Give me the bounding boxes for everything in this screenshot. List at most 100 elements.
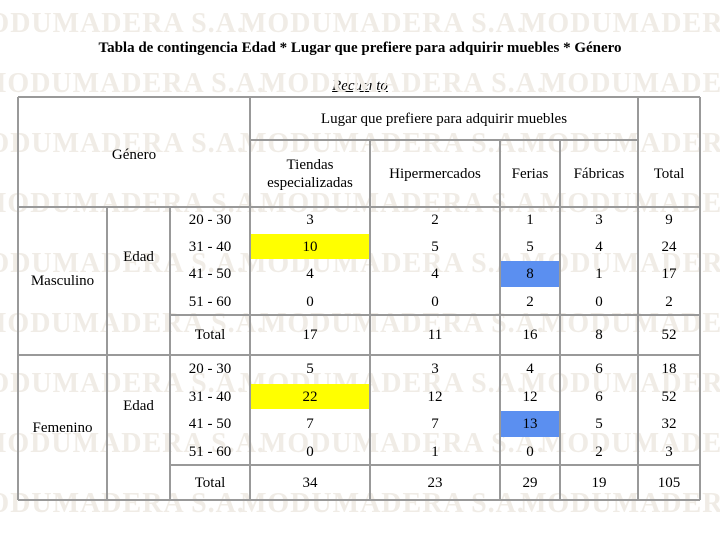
row-label: 41 - 50 (188, 266, 232, 282)
table-value: 5 (306, 361, 314, 377)
table-value: 3 (595, 212, 603, 228)
table-value: 2 (595, 443, 603, 460)
watermark: MODUMADERA S.A. (0, 368, 245, 399)
watermark: MODUMADERA S.A. (0, 128, 245, 159)
table-value: 8 (526, 266, 534, 282)
table-value: 4 (306, 266, 314, 282)
watermark: MODUMADERA S.A. (520, 488, 720, 519)
table-value: 6 (595, 388, 603, 405)
table-value: 3 (431, 361, 439, 377)
row-label: 20 - 30 (188, 212, 232, 228)
table-value: 0 (431, 293, 439, 310)
grid-line (170, 314, 700, 316)
table-value: 4 (595, 238, 603, 255)
cell-highlight (501, 411, 559, 437)
watermark: MODUMADERA S.A. (260, 188, 545, 219)
total-value: 19 (591, 474, 607, 491)
table-value: 7 (306, 416, 314, 432)
table-value: 13 (522, 416, 538, 432)
total-label: Total (194, 474, 226, 491)
watermark: MODUMADERA S.A. (0, 188, 265, 219)
column-header: Ferias (511, 165, 549, 182)
table-value: 6 (595, 361, 603, 377)
grid-line (249, 97, 251, 500)
table-value: 0 (306, 293, 314, 310)
grid-line (18, 354, 700, 356)
table-value: 9 (665, 212, 673, 228)
table-value: 7 (431, 416, 439, 432)
watermark: MODUMADERA S.A. (520, 8, 720, 39)
table-value: 12 (427, 388, 443, 405)
total-value: 52 (661, 327, 677, 343)
watermark: MODUMADERA S.A. (240, 8, 525, 39)
watermark: MODUMADERA S.A. (0, 68, 265, 99)
column-header: Hipermercados (389, 165, 481, 182)
row-label: 51 - 60 (188, 443, 232, 460)
row-label: 51 - 60 (188, 293, 232, 310)
table-value: 5 (526, 238, 534, 255)
row-label: 31 - 40 (188, 388, 232, 405)
table-value: 17 (661, 266, 677, 282)
watermark: MODUMADERA S.A. (540, 68, 720, 99)
total-value: 11 (427, 327, 443, 343)
title: Tabla de contingencia Edad * Lugar que p… (98, 40, 622, 56)
table-value: 4 (526, 361, 534, 377)
row-label: 31 - 40 (188, 238, 232, 255)
variable-label: Edad (123, 249, 154, 265)
row-label: 41 - 50 (188, 416, 232, 432)
table-value: 0 (526, 443, 534, 460)
table-value: 3 (306, 212, 314, 228)
column-header: Fábricas (573, 165, 625, 182)
grid-line (559, 140, 561, 500)
group-header: Lugar que prefiere para adquirir muebles (320, 110, 568, 127)
total-value: 34 (302, 474, 318, 491)
variable-label: Edad (123, 398, 154, 414)
table-value: 1 (431, 443, 439, 460)
table-value: 2 (665, 293, 673, 310)
grid-line (699, 97, 701, 500)
total-value: 8 (595, 327, 603, 343)
table-value: 0 (595, 293, 603, 310)
watermark: MODUMADERA S.A. (540, 188, 720, 219)
table-value: 2 (431, 212, 439, 228)
table-value: 1 (526, 212, 534, 228)
watermark: MODUMADERA S.A. (240, 488, 525, 519)
table-value: 22 (302, 388, 318, 405)
cell-highlight (501, 261, 559, 287)
corner-header: Género (111, 147, 157, 163)
subtitle: Recuento (332, 78, 388, 94)
cell-highlight (251, 234, 369, 259)
table-value: 10 (302, 238, 318, 255)
table-value: 2 (526, 293, 534, 310)
watermark: MODUMADERA S.A. (0, 248, 245, 279)
watermark: MODUMADERA S.A. (260, 68, 545, 99)
grid-line (369, 140, 371, 500)
watermark: MODUMADERA S.A. (520, 128, 720, 159)
total-label: Total (194, 327, 226, 343)
table-value: 24 (661, 238, 677, 255)
grid-line (169, 207, 171, 500)
table-value: 5 (595, 416, 603, 432)
total-value: 29 (522, 474, 538, 491)
column-header: Total (653, 165, 685, 182)
row-label: 20 - 30 (188, 361, 232, 377)
cell-highlight (251, 384, 369, 409)
watermark: MODUMADERA S.A. (0, 428, 265, 459)
table-value: 32 (661, 416, 677, 432)
grid-line (106, 207, 108, 500)
total-value: 16 (522, 327, 538, 343)
grid-line (17, 97, 19, 500)
table-value: 3 (665, 443, 673, 460)
grid-line (170, 464, 700, 466)
grid-line (250, 139, 638, 141)
total-value: 23 (427, 474, 443, 491)
table-value: 18 (661, 361, 677, 377)
grid-line (499, 140, 501, 500)
grid-line (18, 499, 700, 501)
watermark: MODUMADERA S.A. (260, 428, 545, 459)
table-value: 0 (306, 443, 314, 460)
gender-label: Femenino (32, 419, 93, 436)
gender-label: Masculino (30, 273, 95, 289)
table-value: 12 (522, 388, 538, 405)
